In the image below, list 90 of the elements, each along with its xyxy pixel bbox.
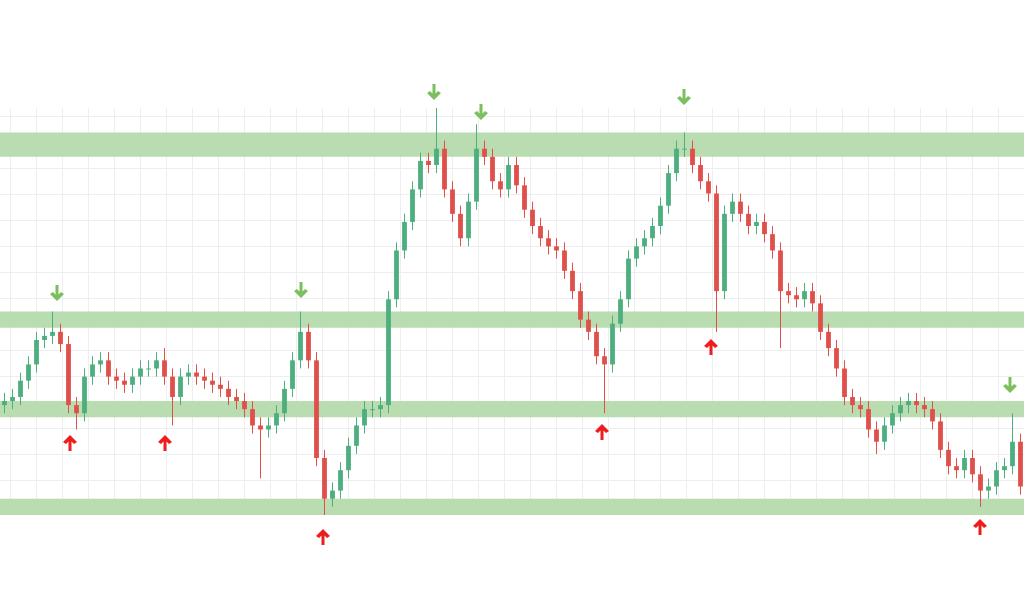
candlestick [154,351,159,378]
candlestick [106,351,111,386]
candlestick [994,461,999,496]
candlestick [362,400,367,435]
candlestick [586,311,591,341]
candlestick [986,477,991,500]
candlestick [210,372,215,394]
candlestick [274,404,279,435]
candlestick [730,192,735,223]
candlestick [930,400,935,431]
candlestick [130,367,135,394]
candlestick [866,400,871,439]
candlestick [482,140,487,166]
candlestick [2,392,7,414]
candlestick [890,404,895,435]
candlestick [810,282,815,312]
candlestick [898,396,903,422]
candlestick [770,225,775,260]
candlestick [354,416,359,455]
candlestick [74,396,79,431]
candlestick [58,323,63,353]
candlestick [122,372,127,394]
candlestick [138,359,143,386]
candlestick [706,172,711,203]
candlestick [90,355,95,386]
candlestick [26,355,31,390]
candlestick [978,465,983,508]
candlestick [962,449,967,479]
candlestick [370,400,375,418]
candlestick [98,351,103,374]
candlestick [194,363,199,386]
candlestick [266,416,271,439]
candlestick [178,367,183,406]
candlestick [698,156,703,190]
candlestick [658,197,663,235]
candlestick [834,339,839,378]
candlestick [242,392,247,418]
candlestick [162,347,167,386]
candlestick [114,367,119,390]
candlestick [170,367,175,426]
candlestick [250,400,255,435]
candlestick [258,416,263,479]
candlestick [50,311,55,345]
candlestick [202,367,207,390]
candlestick [330,481,335,508]
candlestick [650,217,655,247]
candlestick [42,327,47,349]
candlestick [954,457,959,479]
candlestick [794,286,799,308]
candlestick [378,396,383,418]
candlestick [682,131,687,158]
candlestick [858,396,863,418]
candlestick [530,201,535,235]
candlestick [802,282,807,308]
candlestick [754,213,759,235]
candlestick [874,420,879,455]
candlestick [970,449,975,483]
candlestick [826,323,831,357]
candlestick [922,396,927,418]
candlestick [642,229,647,256]
candlestick [538,217,543,247]
candlestick [914,392,919,414]
candlestick [426,152,431,174]
candlestick [570,262,575,300]
candlestick [738,192,743,223]
candlestick [746,205,751,235]
candlestick [226,380,231,406]
candlestick [762,213,767,243]
candlestick [498,172,503,199]
candlestick [690,140,695,174]
candlestick [18,372,23,406]
candlestick [146,359,151,378]
candlestick [234,388,239,410]
candlestick [10,388,15,410]
candlestick [554,237,559,260]
candlestick [906,392,911,414]
candlestick [434,107,439,174]
candlestick [1002,457,1007,479]
candlestick [850,388,855,414]
candlestick [514,156,519,194]
candlestick [218,376,223,398]
candlestick [546,229,551,256]
candlestick [634,237,639,268]
candlestick [186,363,191,386]
candlestick [882,416,887,451]
candlestick [562,241,567,280]
candlestick [946,441,951,475]
candlestick [338,461,343,500]
candlestick [602,347,607,414]
candlestick [786,282,791,304]
